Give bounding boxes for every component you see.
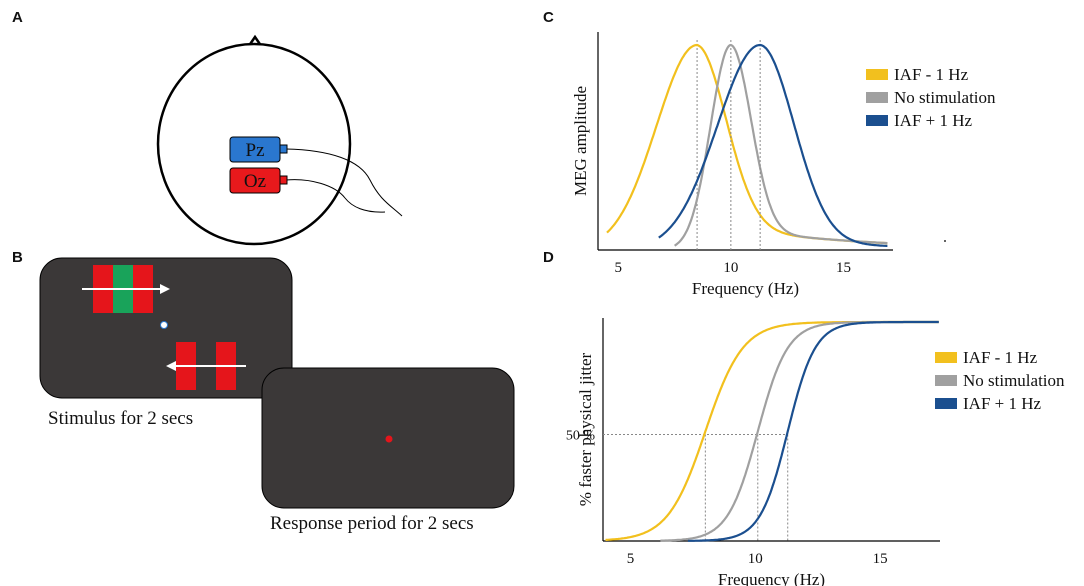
- legend-label: IAF - 1 Hz: [963, 348, 1038, 367]
- chart-d: 5 10 15 Frequency (Hz) % faster physical jit…: [566, 318, 1065, 586]
- x-tick-label: 10: [748, 551, 763, 567]
- x-tick-label: 10: [723, 260, 738, 276]
- electrode-label: Oz: [244, 171, 266, 192]
- y-axis-label: % faster physical jitter: [576, 352, 595, 506]
- x-tick-label: 5: [627, 551, 635, 567]
- panel-label: B: [12, 249, 23, 266]
- panel-label: A: [12, 9, 23, 26]
- y-axis-label: MEG amplitude: [571, 86, 590, 196]
- y-tick-label: 50 %: [566, 429, 596, 444]
- arrowhead: [166, 361, 176, 371]
- legend-swatch: [866, 115, 888, 126]
- task-diagram: [39, 257, 515, 509]
- fixation: [385, 435, 393, 443]
- x-tick-label: 15: [873, 551, 888, 567]
- panel-label: D: [543, 249, 554, 266]
- legend-swatch: [935, 398, 957, 409]
- caption: Response period for 2 secs: [270, 513, 474, 534]
- chart-c: 5 10 15 Frequency (Hz) MEG amplitude IAF - 1 …: [571, 32, 996, 298]
- legend-swatch: [866, 92, 888, 103]
- x-axis-label: Frequency (Hz): [718, 570, 825, 586]
- curve: [660, 320, 939, 542]
- legend-label: IAF + 1 Hz: [894, 111, 973, 130]
- x-axis-label: Frequency (Hz): [692, 279, 799, 298]
- curve: [658, 43, 888, 247]
- connector: [279, 175, 288, 185]
- curve: [674, 43, 888, 247]
- curve: [606, 43, 888, 245]
- x-tick-label: 5: [615, 260, 623, 276]
- legend-label: IAF - 1 Hz: [894, 65, 969, 84]
- panel-label: C: [543, 9, 554, 26]
- caption: Stimulus for 2 secs: [48, 408, 194, 429]
- fixation: [160, 321, 168, 329]
- legend-label: No stimulation: [894, 88, 996, 107]
- curve: [605, 320, 939, 541]
- dot: [944, 240, 946, 242]
- wire: [285, 179, 386, 213]
- legend-label: IAF + 1 Hz: [963, 394, 1042, 413]
- legend-swatch: [935, 352, 957, 363]
- arrowhead: [160, 284, 170, 294]
- legend-swatch: [935, 375, 957, 386]
- legend-swatch: [866, 69, 888, 80]
- head-diagram: Pz Oz: [156, 34, 403, 246]
- wire: [285, 148, 403, 217]
- electrode-label: Pz: [246, 140, 265, 161]
- legend-label: No stimulation: [963, 371, 1065, 390]
- connector: [279, 144, 288, 154]
- x-tick-label: 15: [836, 260, 851, 276]
- curve: [687, 320, 939, 542]
